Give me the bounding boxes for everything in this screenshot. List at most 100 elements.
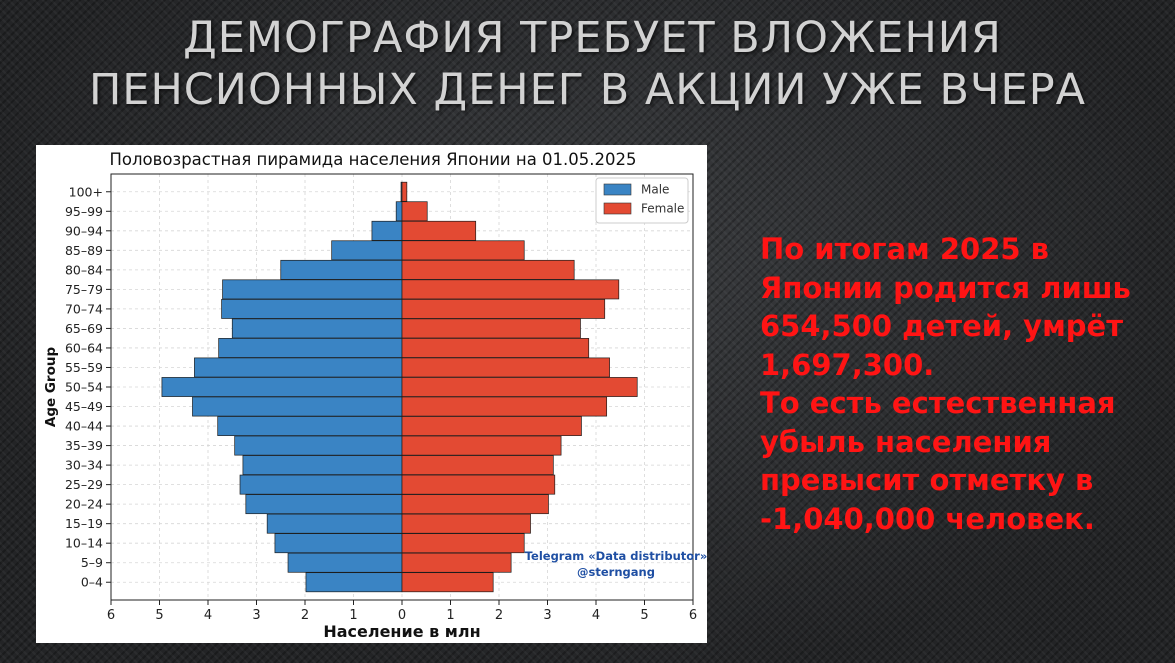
legend: Male Female (595, 177, 689, 224)
bar-female-9 (401, 396, 608, 417)
slide-title: ДЕМОГРАФИЯ ТРЕБУЕТ ВЛОЖЕНИЯ ПЕНСИОННЫХ Д… (0, 12, 1175, 116)
bar-male-16 (280, 259, 403, 280)
y-tick-label: 10–14 (65, 536, 103, 551)
x-tick-label: 1 (349, 608, 357, 623)
bar-male-6 (242, 455, 403, 476)
y-tick-label: 30–34 (65, 458, 103, 473)
note-line-5: То есть естественная (760, 386, 1116, 420)
bar-male-15 (222, 279, 403, 300)
x-tick-label: 4 (592, 608, 600, 623)
y-tick-label: 70–74 (65, 301, 103, 316)
x-tick-label: 5 (640, 608, 648, 623)
x-tick-label: 4 (204, 608, 212, 623)
bar-female-15 (401, 279, 620, 300)
x-tick-label: 1 (446, 608, 454, 623)
bar-female-10 (401, 377, 638, 397)
bar-female-18 (401, 220, 477, 241)
y-tick-label: 0–4 (81, 575, 103, 590)
legend-swatch-male (603, 183, 632, 196)
y-tick-label: 15–19 (65, 516, 103, 531)
legend-label-male: Male (641, 183, 669, 197)
y-tick-label: 25–29 (65, 477, 103, 492)
x-tick-label: 6 (689, 608, 697, 623)
x-tick-label: 3 (252, 608, 260, 623)
legend-swatch-female (603, 202, 632, 215)
watermark: Telegram «Data distributor» @sterngang (525, 549, 707, 579)
bar-male-10 (161, 377, 403, 397)
bar-female-13 (401, 318, 581, 339)
note-line-6: убыль населения (760, 424, 1052, 459)
legend-label-female: Female (641, 202, 684, 216)
note-line-3: 654,500 детей, умрёт (760, 309, 1124, 343)
y-tick-label: 20–24 (65, 497, 103, 512)
watermark-line-2: @sterngang (577, 565, 655, 579)
bar-female-1 (401, 552, 512, 573)
y-tick-label: 45–49 (65, 399, 103, 414)
y-tick-label: 5–9 (81, 555, 103, 570)
bar-male-19 (395, 201, 403, 222)
bar-male-18 (371, 220, 403, 241)
bar-female-5 (401, 474, 556, 495)
bar-male-9 (192, 396, 403, 417)
bar-female-11 (401, 357, 610, 378)
bar-female-4 (401, 494, 549, 515)
bar-female-16 (401, 259, 575, 280)
y-tick-label: 90–94 (65, 223, 103, 238)
slide-title-line-2: ПЕНСИОННЫХ ДЕНЕГ В АКЦИИ УЖЕ ВЧЕРА (88, 65, 1087, 115)
bar-male-14 (221, 298, 403, 319)
bar-female-3 (401, 513, 531, 534)
x-tick-label: 2 (495, 608, 503, 623)
note-line-2: Японии родится лишь (760, 270, 1131, 305)
chart-title: Половозрастная пирамида населения Японии… (109, 150, 636, 169)
y-tick-label: 40–44 (65, 419, 103, 434)
bar-female-17 (401, 240, 525, 261)
summary-note: По итогам 2025 в Японии родится лишь 654… (760, 230, 1160, 538)
bar-male-3 (266, 513, 403, 534)
bar-female-6 (401, 455, 554, 476)
bar-male-2 (274, 533, 403, 554)
x-tick-label: 2 (301, 608, 309, 623)
note-line-8: -1,040,000 человек. (760, 501, 1095, 536)
y-tick-label: 65–69 (65, 321, 103, 336)
y-tick-label: 75–79 (65, 282, 103, 297)
bar-male-13 (231, 318, 403, 339)
bar-female-7 (401, 435, 562, 456)
axes: 6 5 4 3 2 1 0 1 2 3 4 5 6 0–4 5–9 10–14 15–19 20–24 25–29 3… (65, 184, 697, 623)
watermark-line-1: Telegram «Data distributor» (525, 549, 707, 563)
y-tick-label: 100+ (69, 184, 103, 199)
bar-male-11 (194, 357, 403, 378)
bars (161, 181, 638, 593)
y-tick-label: 35–39 (65, 438, 103, 453)
bar-female-0 (401, 572, 494, 593)
y-tick-label: 95–99 (65, 204, 103, 219)
note-line-4: 1,697,300. (760, 347, 935, 382)
y-tick-label: 60–64 (65, 340, 103, 355)
x-axis-label: Население в млн (323, 622, 480, 641)
bar-male-12 (218, 338, 403, 358)
y-tick-label: 80–84 (65, 262, 103, 277)
bar-male-0 (305, 572, 403, 593)
y-tick-label: 85–89 (65, 243, 103, 258)
population-pyramid-chart: 6 5 4 3 2 1 0 1 2 3 4 5 6 0–4 5–9 10–14 15–19 20–24 25–29 3… (43, 150, 707, 641)
bar-female-8 (401, 416, 582, 436)
bar-male-8 (217, 416, 403, 436)
x-tick-label: 5 (155, 608, 163, 623)
x-tick-label: 3 (543, 608, 551, 623)
slide-title-line-1: ДЕМОГРАФИЯ ТРЕБУЕТ ВЛОЖЕНИЯ (183, 13, 1002, 63)
x-tick-label: 0 (398, 608, 406, 623)
chart-card: 6 5 4 3 2 1 0 1 2 3 4 5 6 0–4 5–9 10–14 15–19 20–24 25–29 3… (36, 145, 707, 643)
bar-female-2 (401, 533, 525, 554)
bar-female-12 (401, 338, 590, 358)
note-line-1: По итогам 2025 в (760, 232, 1050, 266)
note-line-7: превысит отметку в (760, 463, 1094, 497)
bar-female-19 (401, 201, 428, 222)
bar-male-1 (287, 552, 403, 573)
y-axis-label: Age Group (43, 347, 59, 428)
bar-male-7 (234, 435, 403, 456)
bar-female-14 (401, 298, 606, 319)
bar-male-17 (331, 240, 403, 261)
bar-male-4 (245, 494, 403, 515)
bar-female-20 (401, 181, 408, 202)
y-tick-label: 50–54 (65, 380, 103, 395)
x-tick-label: 6 (107, 608, 115, 623)
